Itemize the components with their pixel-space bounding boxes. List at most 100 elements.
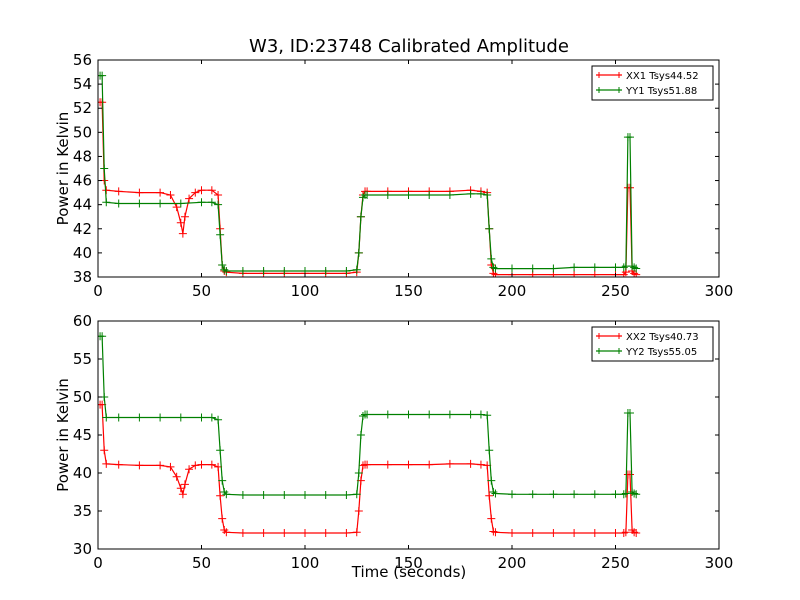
data-point (180, 212, 189, 221)
data-point (485, 224, 494, 233)
data-point (619, 263, 628, 272)
y-axis-label: Power in Kelvin (54, 378, 72, 492)
data-point (625, 470, 634, 479)
legend-marker (598, 87, 620, 93)
data-point (156, 199, 165, 208)
data-point (100, 446, 109, 455)
data-point (356, 212, 365, 221)
data-point (220, 265, 229, 274)
data-point (611, 529, 620, 538)
y-tick-label: 38 (73, 268, 92, 286)
data-point (238, 529, 247, 538)
data-point (207, 413, 216, 422)
data-point (485, 491, 494, 500)
legend-label: YY1 Tsys51.88 (625, 86, 697, 97)
data-point (621, 528, 630, 537)
series-line (100, 75, 637, 272)
data-point (383, 410, 392, 419)
legend-marker (598, 333, 620, 339)
data-point (354, 507, 363, 515)
y-tick-label: 45 (73, 426, 92, 444)
y-tick-label: 30 (73, 540, 92, 558)
data-point (358, 461, 367, 470)
data-point (632, 529, 641, 538)
data-point (172, 472, 181, 481)
data-point (625, 408, 634, 417)
legend-entry: YY2 Tsys55.05 (596, 347, 697, 358)
y-tick-label: 55 (73, 350, 92, 368)
data-point (238, 491, 247, 500)
data-point (342, 266, 351, 275)
y-tick-label: 40 (73, 464, 92, 482)
data-point (487, 254, 496, 263)
data-point (404, 410, 413, 419)
y-tick-label: 40 (73, 244, 92, 262)
y-tick-label: 46 (73, 172, 92, 190)
data-point (590, 270, 599, 277)
data-point (630, 528, 639, 537)
y-tick-label: 35 (73, 502, 92, 520)
data-point (185, 194, 194, 203)
data-point (483, 191, 492, 200)
data-point (466, 459, 475, 468)
y-tick-label: 44 (73, 196, 92, 214)
data-point (528, 529, 537, 538)
data-point (619, 529, 628, 538)
y-tick-label: 52 (73, 99, 92, 117)
data-point (180, 480, 189, 489)
x-tick-label: 250 (601, 282, 630, 300)
data-point (476, 189, 485, 198)
data-point (508, 529, 516, 538)
data-point (487, 514, 496, 523)
data-point (197, 413, 206, 422)
data-point (363, 191, 372, 200)
x-tick-label: 50 (192, 554, 211, 572)
data-point (197, 186, 206, 195)
series-xx2 (98, 400, 641, 538)
x-tick-label: 300 (705, 282, 734, 300)
data-point (222, 490, 231, 499)
x-tick-label: 250 (601, 554, 630, 572)
data-point (590, 490, 599, 499)
data-point (489, 488, 498, 496)
data-point (466, 189, 475, 198)
data-point (135, 461, 144, 470)
data-point (383, 460, 392, 469)
y-tick-label: 54 (73, 75, 92, 93)
data-point (135, 413, 144, 422)
data-point (363, 410, 372, 419)
data-point (176, 218, 185, 227)
data-point (342, 529, 351, 538)
data-point (222, 528, 231, 537)
data-point (321, 529, 330, 538)
data-point (321, 266, 330, 275)
data-point (356, 431, 365, 439)
data-point (218, 476, 227, 485)
data-point (207, 198, 216, 207)
x-tick-label: 200 (498, 282, 527, 300)
x-tick-label: 100 (291, 554, 320, 572)
data-point (508, 490, 516, 499)
data-point (570, 490, 579, 499)
data-point (632, 490, 641, 499)
data-point (214, 415, 223, 424)
data-point (404, 460, 413, 469)
y-tick-label: 50 (73, 123, 92, 141)
data-point (135, 199, 144, 208)
data-point (114, 199, 123, 208)
top-subplot: 0 50 100 150 200 250 300 38 40 42 44 46 48 50 52 54 56 Po… (54, 51, 733, 300)
x-tick-label: 50 (192, 282, 211, 300)
data-point (570, 270, 579, 277)
data-point (628, 488, 637, 496)
data-point (404, 191, 413, 200)
legend: XX2 Tsys40.73 YY2 Tsys55.05 (591, 326, 714, 362)
data-point (280, 529, 289, 538)
data-point (185, 465, 194, 474)
data-point (491, 528, 500, 537)
data-point (259, 491, 268, 500)
x-tick-label: 0 (93, 554, 103, 572)
x-tick-label: 150 (394, 554, 423, 572)
data-point (611, 490, 620, 499)
data-point (425, 191, 434, 200)
y-tick-label: 50 (73, 388, 92, 406)
